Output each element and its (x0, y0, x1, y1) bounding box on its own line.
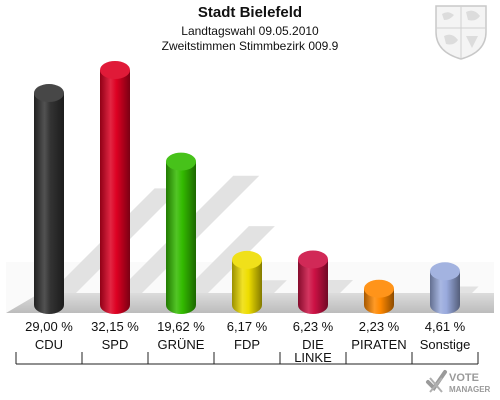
category-label: DIE LINKE (294, 337, 332, 365)
value-label: 29,00 % (25, 319, 73, 334)
chart-subtitle-district: Zweitstimmen Stimmbezirk 009.9 (161, 39, 339, 53)
bar-shadow (170, 226, 275, 305)
vote-manager-logo: VOTE MANAGER (426, 370, 491, 394)
bar-top (232, 250, 262, 269)
bar-top (298, 250, 328, 269)
bar-spd (100, 70, 130, 314)
chart-title: Stadt Bielefeld (197, 4, 303, 21)
category-label: GRÜNE (158, 337, 205, 352)
category-label: FDP (234, 337, 260, 352)
bar-top (430, 262, 460, 281)
category-label: CDU (35, 337, 63, 352)
chart-subtitle: Landtagswahl 09.05.2010 (181, 24, 319, 38)
logo-text-vote: VOTE (449, 372, 479, 384)
coat-of-arms-icon (435, 5, 487, 60)
bar-grüne (166, 161, 196, 314)
logo-text-manager: MANAGER (449, 385, 491, 394)
value-labels: 29,00 % 32,15 % 19,62 % 6,17 % 6,23 % 2,23 % 4… (25, 319, 466, 334)
bar-top (364, 279, 394, 298)
bar-top (166, 152, 196, 171)
category-label: Sonstige (420, 337, 471, 352)
bar-cdu (34, 93, 64, 314)
category-labels: CDU SPD GRÜNE FDP DIE LINKE PIRATEN Sonstige (35, 337, 470, 365)
category-label: PIRATEN (351, 337, 406, 352)
bars (34, 61, 460, 314)
value-label: 4,61 % (425, 319, 466, 334)
bar-top (100, 61, 130, 79)
checkmark-icon (426, 370, 447, 393)
value-label: 6,17 % (227, 319, 268, 334)
bar-top (34, 84, 64, 103)
bar-sonstige (430, 271, 460, 314)
bar-die-linke (298, 259, 328, 314)
value-label: 2,23 % (359, 319, 400, 334)
bar-fdp (232, 259, 262, 314)
value-label: 32,15 % (91, 319, 139, 334)
category-label: SPD (102, 337, 129, 352)
value-label: 6,23 % (293, 319, 334, 334)
category-dividers (15, 352, 479, 365)
value-label: 19,62 % (157, 319, 205, 334)
